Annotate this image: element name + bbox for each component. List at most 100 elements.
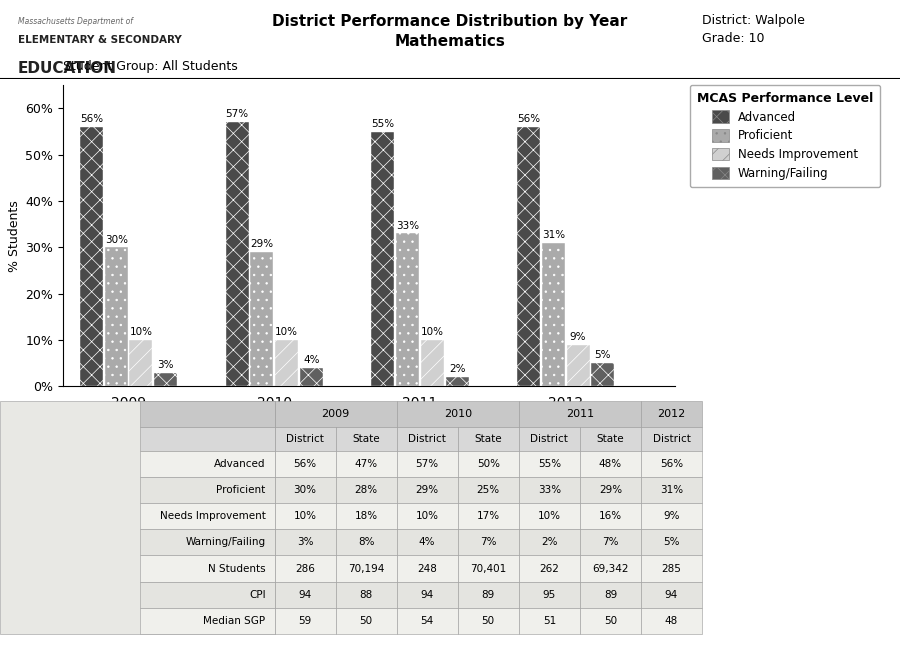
- Bar: [336, 503, 397, 529]
- Text: 7%: 7%: [602, 537, 618, 548]
- Text: 59: 59: [299, 616, 311, 626]
- Y-axis label: % Students: % Students: [8, 200, 21, 272]
- Text: Warning/Failing: Warning/Failing: [185, 537, 266, 548]
- Text: 50%: 50%: [477, 458, 500, 469]
- Text: State: State: [474, 434, 502, 444]
- Bar: [154, 373, 177, 386]
- Bar: [580, 451, 641, 477]
- Bar: [274, 477, 336, 503]
- Bar: [336, 477, 397, 503]
- Bar: [140, 529, 274, 555]
- Bar: [140, 503, 274, 529]
- Text: 50: 50: [482, 616, 495, 626]
- Bar: [518, 451, 580, 477]
- Bar: [397, 477, 458, 503]
- Bar: [580, 477, 641, 503]
- Bar: [641, 477, 702, 503]
- Bar: [518, 503, 580, 529]
- Bar: [397, 529, 458, 555]
- Text: Advanced: Advanced: [214, 458, 266, 469]
- Bar: [274, 451, 336, 477]
- Text: 29%: 29%: [598, 485, 622, 495]
- Text: Proficient: Proficient: [216, 485, 266, 495]
- Bar: [274, 582, 336, 608]
- Bar: [336, 582, 397, 608]
- Bar: [458, 582, 518, 608]
- Bar: [567, 345, 590, 386]
- Text: 48: 48: [665, 616, 678, 626]
- Text: 88: 88: [359, 590, 373, 600]
- Text: 69,342: 69,342: [592, 563, 628, 574]
- Bar: [580, 555, 641, 582]
- Bar: [421, 340, 444, 386]
- Bar: [517, 127, 540, 386]
- Bar: [591, 364, 615, 386]
- Text: 28%: 28%: [355, 485, 378, 495]
- Text: 2011: 2011: [566, 409, 594, 419]
- Text: 47%: 47%: [355, 458, 378, 469]
- Bar: [226, 122, 248, 386]
- Bar: [518, 477, 580, 503]
- Bar: [397, 582, 458, 608]
- Text: District: District: [286, 434, 324, 444]
- Bar: [458, 451, 518, 477]
- Text: 70,194: 70,194: [348, 563, 384, 574]
- Text: 2%: 2%: [541, 537, 558, 548]
- Text: 48%: 48%: [598, 458, 622, 469]
- Bar: [140, 477, 274, 503]
- Bar: [458, 529, 518, 555]
- Text: 8%: 8%: [358, 537, 374, 548]
- Text: 262: 262: [539, 563, 559, 574]
- Text: District: District: [409, 434, 446, 444]
- Bar: [397, 503, 458, 529]
- Text: 55%: 55%: [538, 458, 561, 469]
- Bar: [336, 427, 397, 451]
- Text: State: State: [597, 434, 625, 444]
- Bar: [140, 401, 274, 427]
- Text: 30%: 30%: [104, 234, 128, 244]
- Text: 70,401: 70,401: [470, 563, 507, 574]
- Bar: [580, 529, 641, 555]
- Text: District: District: [652, 434, 690, 444]
- Text: 2010: 2010: [444, 409, 472, 419]
- Text: 10%: 10%: [275, 328, 298, 337]
- Bar: [397, 401, 518, 427]
- Bar: [250, 252, 274, 386]
- Text: 10%: 10%: [293, 511, 317, 521]
- Bar: [274, 427, 336, 451]
- Text: 17%: 17%: [477, 511, 500, 521]
- Text: District: District: [530, 434, 568, 444]
- Text: 16%: 16%: [598, 511, 622, 521]
- Text: 56%: 56%: [80, 114, 103, 124]
- Text: 10%: 10%: [416, 511, 438, 521]
- Text: 57%: 57%: [416, 458, 438, 469]
- Bar: [275, 340, 298, 386]
- Bar: [336, 451, 397, 477]
- Text: 89: 89: [604, 590, 617, 600]
- Text: 29%: 29%: [250, 239, 274, 250]
- Text: N Students: N Students: [208, 563, 266, 574]
- Text: ELEMENTARY & SECONDARY: ELEMENTARY & SECONDARY: [18, 35, 182, 45]
- Bar: [372, 132, 394, 386]
- Bar: [397, 608, 458, 634]
- Text: 3%: 3%: [158, 360, 174, 370]
- Text: 10%: 10%: [130, 328, 152, 337]
- Text: State: State: [352, 434, 380, 444]
- Text: 9%: 9%: [570, 332, 586, 342]
- Text: 29%: 29%: [416, 485, 438, 495]
- Bar: [140, 608, 274, 634]
- Text: 2012: 2012: [657, 409, 686, 419]
- Text: 95: 95: [543, 590, 556, 600]
- Text: 18%: 18%: [355, 511, 378, 521]
- Bar: [80, 127, 103, 386]
- Text: 286: 286: [295, 563, 315, 574]
- Bar: [274, 608, 336, 634]
- Bar: [580, 503, 641, 529]
- Bar: [300, 368, 323, 386]
- Text: Student Group: All Students: Student Group: All Students: [63, 60, 238, 73]
- Text: 5%: 5%: [663, 537, 680, 548]
- Bar: [518, 427, 580, 451]
- Text: 33%: 33%: [538, 485, 561, 495]
- Bar: [446, 377, 469, 386]
- Bar: [274, 401, 397, 427]
